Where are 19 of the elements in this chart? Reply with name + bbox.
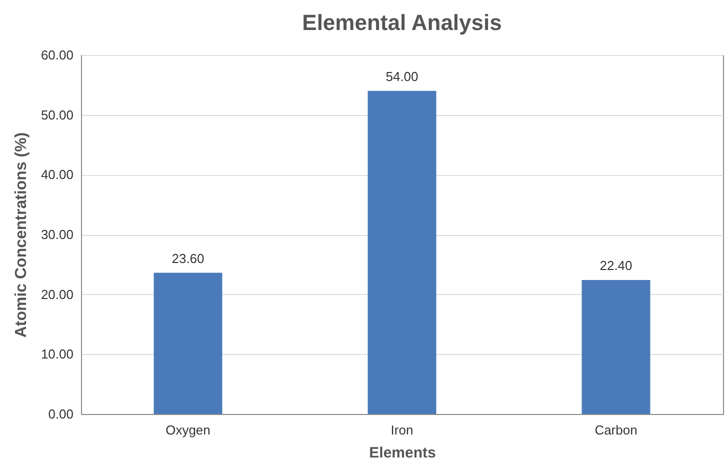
x-axis-title: Elements — [369, 444, 436, 462]
data-label: 54.00 — [386, 68, 418, 84]
data-label: 23.60 — [172, 250, 204, 266]
x-tick-label: Carbon — [594, 422, 638, 438]
data-label: 22.40 — [600, 258, 632, 273]
chart-title: Elemental Analysis — [302, 10, 502, 35]
y-tick-label: 30.00 — [40, 227, 74, 242]
x-tick-label: Iron — [390, 422, 414, 438]
y-axis-title: Atomic Concentrations (%) — [12, 132, 30, 338]
y-tick-label: 0.00 — [48, 406, 74, 422]
y-tick-label: 10.00 — [40, 346, 74, 362]
bar — [582, 280, 650, 414]
y-tick-label: 20.00 — [40, 286, 74, 302]
y-tick-label: 40.00 — [40, 167, 74, 182]
bar — [154, 272, 222, 414]
y-tick-label: 50.00 — [40, 107, 74, 122]
bar — [368, 90, 436, 414]
x-tick-label: Oxygen — [166, 422, 210, 438]
y-tick-label: 60.00 — [40, 48, 74, 62]
